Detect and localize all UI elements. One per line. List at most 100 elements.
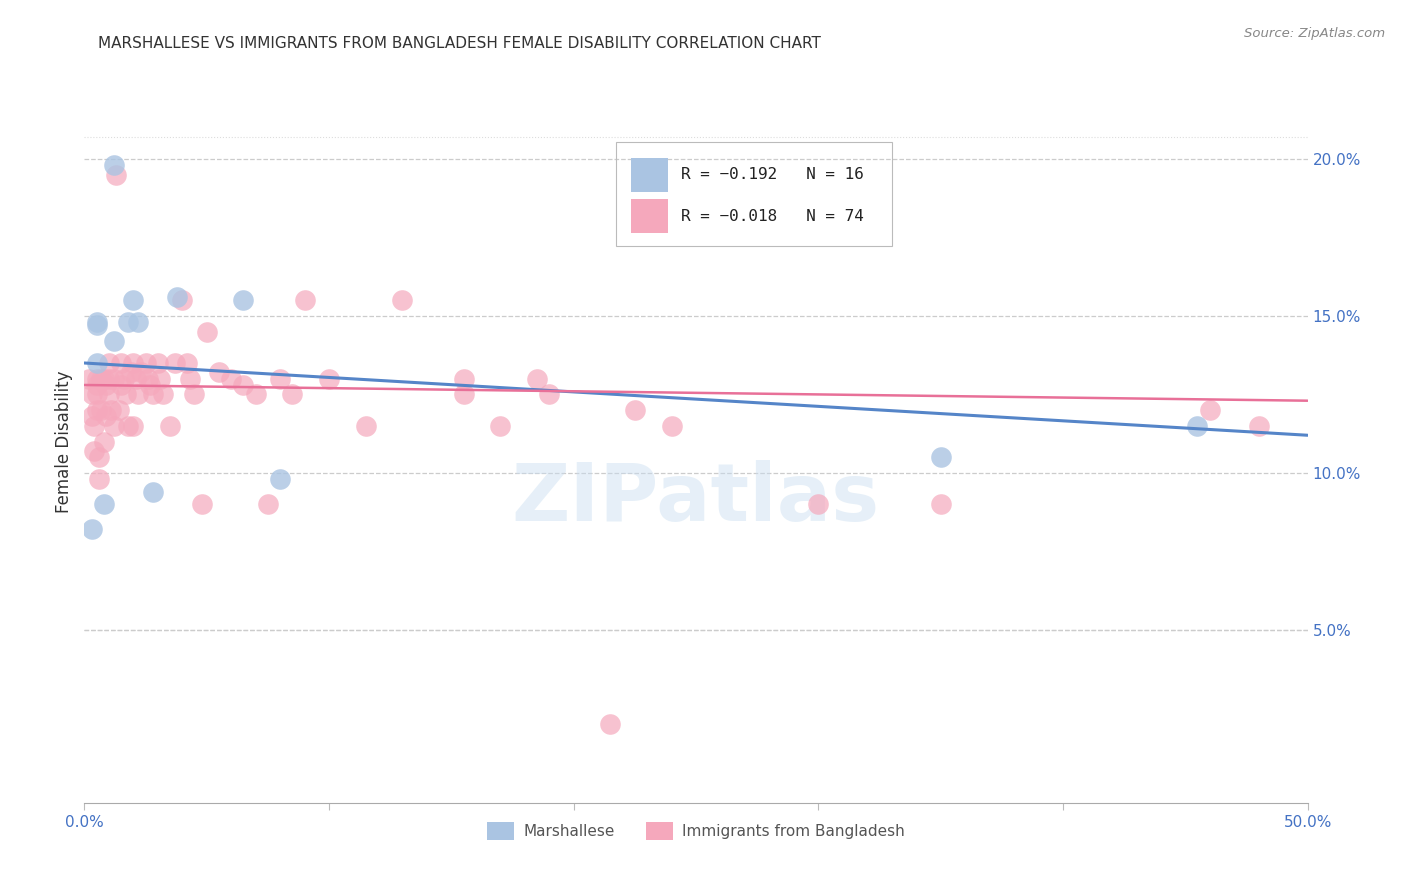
Point [129, 366, 152, 380]
Point [86, 372, 108, 386]
Point [526, 372, 548, 386]
Point [127, 387, 149, 401]
Point [269, 372, 291, 386]
Point [208, 366, 231, 380]
Point [97, 356, 120, 370]
Point [176, 356, 198, 370]
Point [83, 418, 105, 433]
Point [929, 497, 952, 511]
Point [245, 387, 267, 401]
Point [122, 418, 145, 433]
Point [83, 444, 105, 458]
Point [159, 418, 181, 433]
Text: MARSHALLESE VS IMMIGRANTS FROM BANGLADESH FEMALE DISABILITY CORRELATION CHART: MARSHALLESE VS IMMIGRANTS FROM BANGLADES… [98, 36, 821, 51]
Point [489, 418, 512, 433]
Point [97, 372, 120, 386]
Point [195, 325, 218, 339]
Bar [631, 158, 668, 193]
Point [120, 366, 142, 380]
Point [87, 472, 110, 486]
Point [624, 403, 647, 417]
Point [179, 372, 201, 386]
Point [232, 293, 254, 308]
Point [93, 372, 115, 386]
Point [105, 168, 128, 182]
Point [96, 409, 118, 424]
Point [90, 403, 112, 417]
Point [122, 293, 145, 308]
Point [110, 378, 132, 392]
Point [117, 418, 139, 433]
Point [103, 372, 125, 386]
Point [97, 387, 120, 401]
Point [100, 403, 122, 417]
Point [115, 387, 138, 401]
Point [93, 434, 115, 449]
Point [152, 387, 174, 401]
Point [77, 372, 100, 386]
Point [87, 450, 110, 465]
Point [191, 497, 214, 511]
Point [257, 497, 280, 511]
Point [103, 158, 125, 172]
Point [103, 418, 125, 433]
Point [107, 403, 129, 417]
Point [661, 418, 683, 433]
Point [93, 497, 115, 511]
Point [80, 523, 103, 537]
Point [146, 356, 169, 370]
Point [538, 387, 561, 401]
Text: R = −0.192   N = 16: R = −0.192 N = 16 [682, 168, 865, 183]
Point [80, 387, 103, 401]
Point [269, 472, 291, 486]
Point [110, 356, 132, 370]
Point [90, 372, 112, 386]
Bar [616, 142, 891, 246]
Y-axis label: Female Disability: Female Disability [55, 370, 73, 513]
Point [183, 387, 205, 401]
Point [294, 293, 316, 308]
Point [163, 356, 186, 370]
Point [86, 403, 108, 417]
Point [599, 717, 621, 731]
Point [281, 387, 304, 401]
Point [142, 484, 165, 499]
Point [219, 372, 242, 386]
Point [96, 378, 118, 392]
Text: ZIPatlas: ZIPatlas [512, 460, 880, 539]
Point [1198, 403, 1220, 417]
Point [232, 378, 254, 392]
Point [86, 378, 108, 392]
Point [453, 387, 475, 401]
Point [112, 372, 135, 386]
Point [80, 409, 103, 424]
Point [86, 387, 108, 401]
Point [103, 334, 125, 348]
Point [318, 372, 340, 386]
Point [86, 318, 108, 333]
Point [166, 290, 188, 304]
Point [807, 497, 830, 511]
Point [86, 315, 108, 329]
Point [117, 315, 139, 329]
Point [86, 356, 108, 370]
Point [135, 356, 157, 370]
Legend: Marshallese, Immigrants from Bangladesh: Marshallese, Immigrants from Bangladesh [481, 816, 911, 846]
Point [1247, 418, 1270, 433]
Point [127, 315, 149, 329]
Point [354, 418, 377, 433]
Point [125, 372, 148, 386]
Text: Source: ZipAtlas.com: Source: ZipAtlas.com [1244, 27, 1385, 40]
Point [149, 372, 172, 386]
Point [929, 450, 952, 465]
Point [122, 356, 145, 370]
Point [139, 378, 162, 392]
Text: R = −0.018   N = 74: R = −0.018 N = 74 [682, 209, 865, 224]
Bar [631, 199, 668, 234]
Point [142, 387, 165, 401]
Point [453, 372, 475, 386]
Point [1187, 418, 1209, 433]
Point [391, 293, 413, 308]
Point [172, 293, 194, 308]
Point [136, 372, 159, 386]
